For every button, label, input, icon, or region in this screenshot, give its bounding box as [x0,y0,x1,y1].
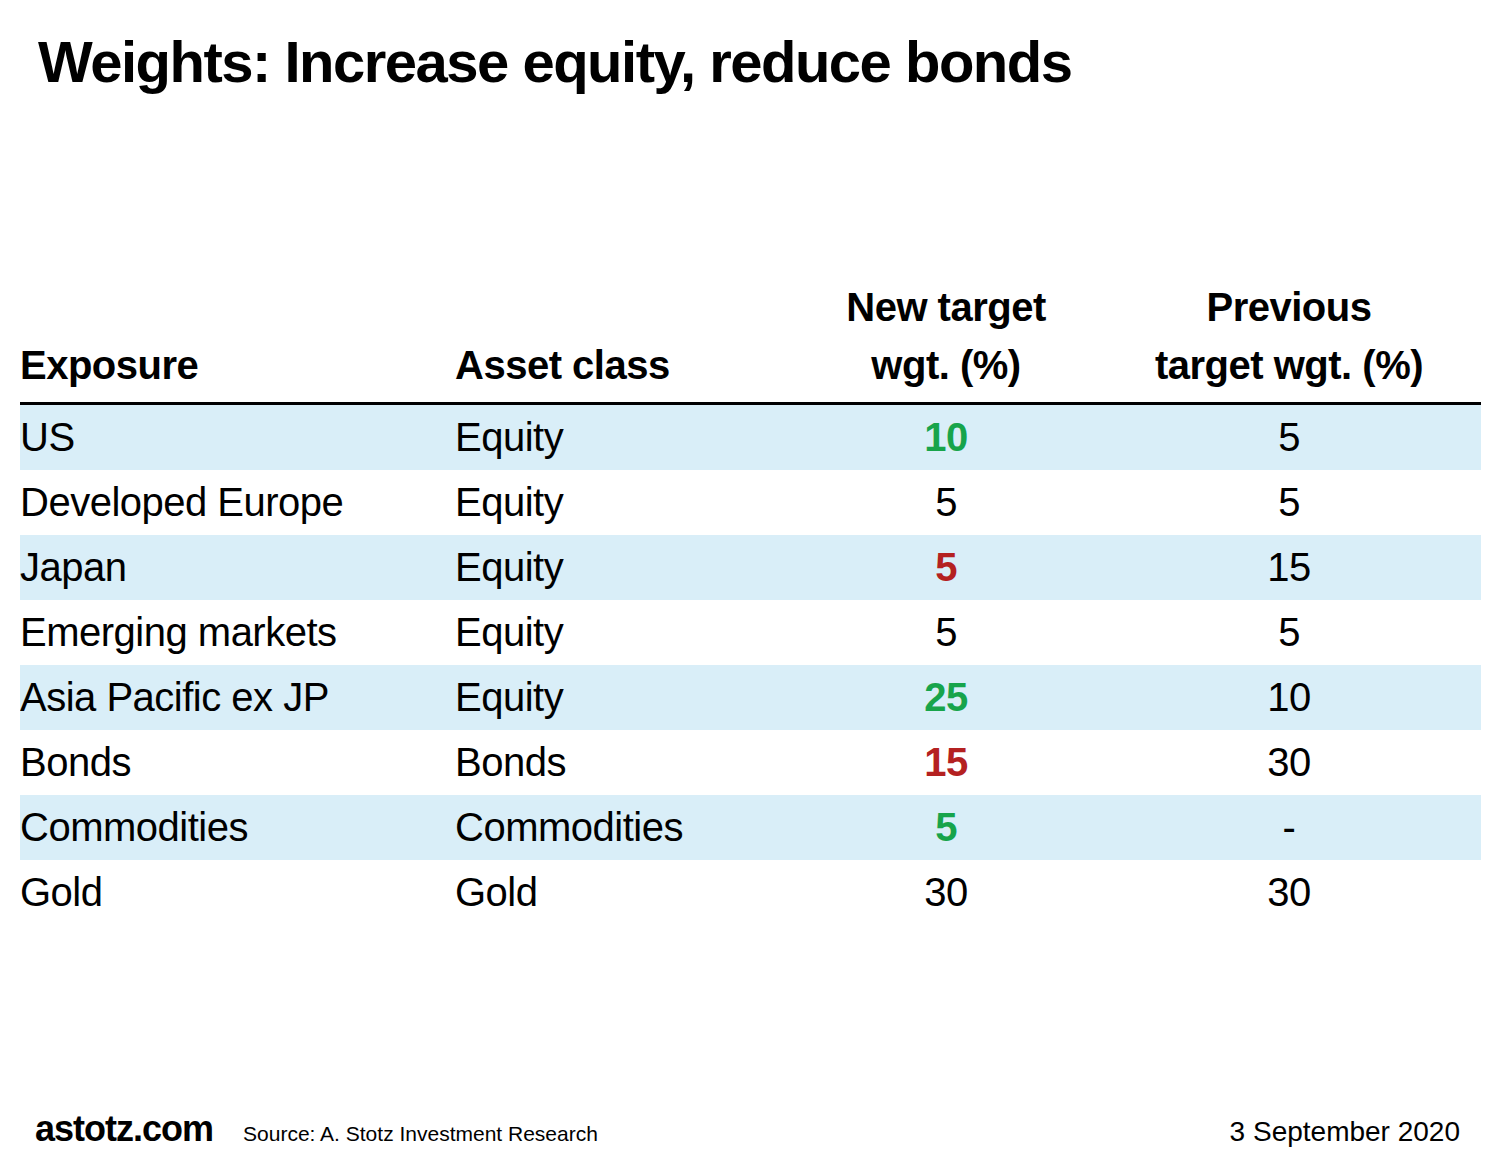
col-header-exposure: Exposure [20,255,455,403]
new-target-cell: 5 [795,535,1097,600]
asset-class-cell: Bonds [455,730,795,795]
col-header-previous-target-line1: Previous [1207,285,1372,329]
previous-target-cell: - [1097,795,1481,860]
exposure-cell: Japan [20,535,455,600]
new-target-cell: 5 [795,600,1097,665]
asset-class-cell: Equity [455,600,795,665]
previous-target-cell: 30 [1097,860,1481,925]
new-target-cell: 5 [795,470,1097,535]
previous-target-cell: 30 [1097,730,1481,795]
table-row: Emerging marketsEquity55 [20,600,1481,665]
asset-class-cell: Equity [455,535,795,600]
slide: Weights: Increase equity, reduce bonds E… [0,0,1498,1162]
table-body: USEquity105Developed EuropeEquity55Japan… [20,403,1481,925]
table-row: BondsBonds1530 [20,730,1481,795]
col-header-previous-target-line2: target wgt. (%) [1155,343,1423,387]
table-row: CommoditiesCommodities5- [20,795,1481,860]
previous-target-cell: 5 [1097,470,1481,535]
exposure-cell: US [20,403,455,470]
footer-left: astotz.com Source: A. Stotz Investment R… [35,1108,598,1150]
exposure-cell: Commodities [20,795,455,860]
previous-target-cell: 5 [1097,600,1481,665]
exposure-cell: Bonds [20,730,455,795]
asset-class-cell: Equity [455,403,795,470]
brand-logo: astotz.com [35,1108,213,1150]
new-target-cell: 10 [795,403,1097,470]
asset-class-cell: Equity [455,470,795,535]
previous-target-cell: 10 [1097,665,1481,730]
exposure-cell: Developed Europe [20,470,455,535]
col-header-new-target: New target wgt. (%) [795,255,1097,403]
previous-target-cell: 15 [1097,535,1481,600]
new-target-cell: 5 [795,795,1097,860]
date-text: 3 September 2020 [1230,1116,1460,1148]
table-row: JapanEquity515 [20,535,1481,600]
col-header-new-target-line2: wgt. (%) [871,343,1020,387]
col-header-asset-class: Asset class [455,255,795,403]
new-target-cell: 25 [795,665,1097,730]
header-row: Exposure Asset class New targetwgt. (%) … [20,255,1481,403]
exposure-cell: Asia Pacific ex JP [20,665,455,730]
new-target-cell: 15 [795,730,1097,795]
exposure-cell: Gold [20,860,455,925]
table-row: Developed EuropeEquity55 [20,470,1481,535]
asset-class-cell: Commodities [455,795,795,860]
col-header-previous-target: Previous target wgt. (%) [1097,255,1481,403]
weights-table: Exposure Asset class New targetwgt. (%) … [20,255,1481,925]
page-title: Weights: Increase equity, reduce bonds [38,28,1071,95]
asset-class-cell: Gold [455,860,795,925]
table-row: USEquity105 [20,403,1481,470]
table-row: GoldGold3030 [20,860,1481,925]
previous-target-cell: 5 [1097,403,1481,470]
asset-class-cell: Equity [455,665,795,730]
new-target-cell: 30 [795,860,1097,925]
table-row: Asia Pacific ex JPEquity2510 [20,665,1481,730]
col-header-new-target-line1: New target [846,285,1046,329]
exposure-cell: Emerging markets [20,600,455,665]
source-text: Source: A. Stotz Investment Research [243,1122,598,1146]
